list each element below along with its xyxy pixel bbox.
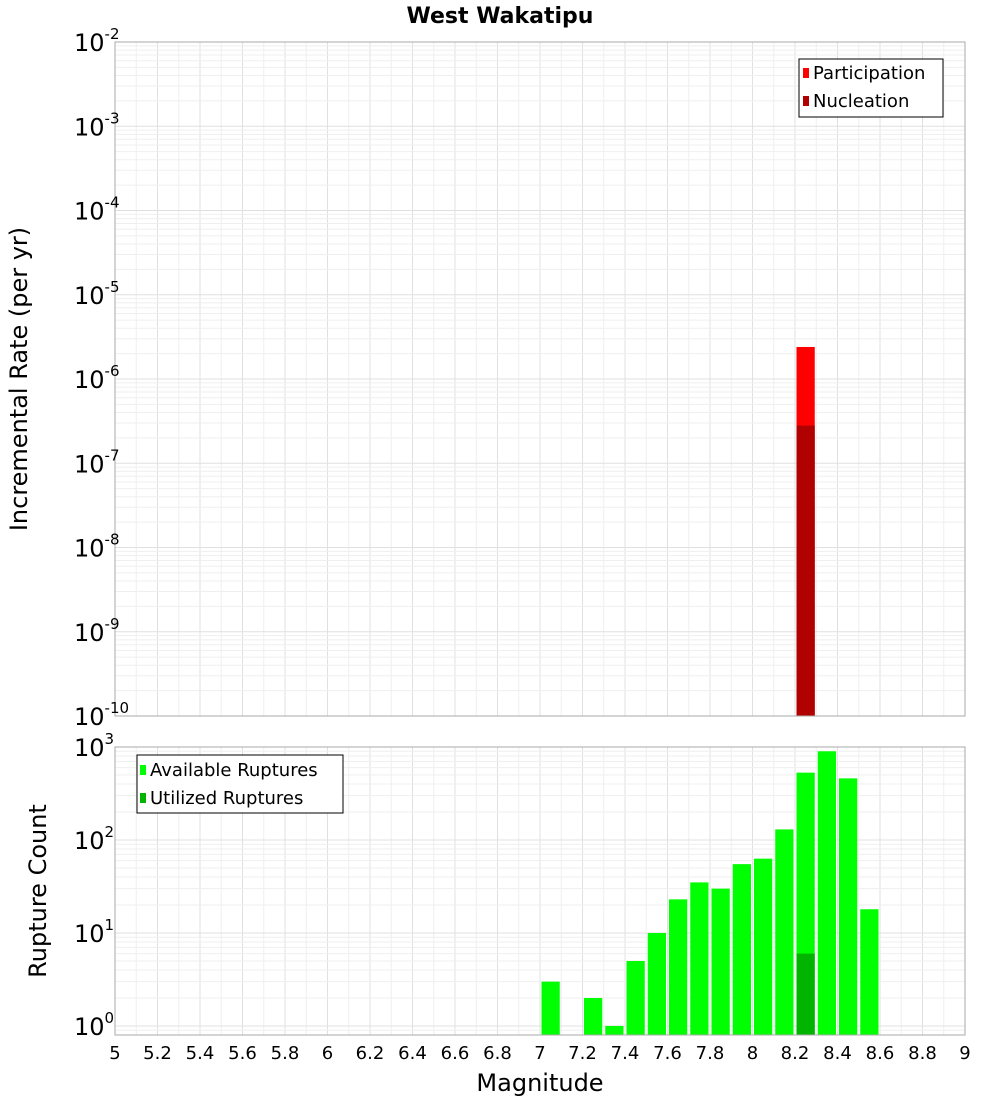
bottom-y-ticks: 103 102 101 100 xyxy=(74,730,114,1041)
x-ticks: 5 5.2 5.4 5.6 5.8 6 6.2 6.4 6.6 6.8 7 7.2 7.4 7.6 7.8 8… xyxy=(109,1043,970,1064)
x-tick-label: 7.6 xyxy=(653,1043,682,1064)
bar-available-ruptures xyxy=(754,858,773,1035)
y-tick-label: 10-4 xyxy=(74,194,120,226)
top-plot-border xyxy=(114,41,966,717)
x-tick-label: 7.8 xyxy=(696,1043,725,1064)
bar-available-ruptures xyxy=(839,778,858,1035)
bottom-y-axis-label: Rupture Count xyxy=(24,804,52,978)
chart-title: West Wakatipu xyxy=(407,4,594,29)
x-tick-label: 6.8 xyxy=(483,1043,512,1064)
bar-nucleation xyxy=(796,425,815,716)
bar-available-ruptures xyxy=(711,888,730,1035)
y-tick-label: 100 xyxy=(74,1009,114,1041)
top-y-axis-label: Incremental Rate (per yr) xyxy=(5,227,33,531)
x-tick-label: 8.2 xyxy=(781,1043,810,1064)
x-tick-label: 6.2 xyxy=(356,1043,385,1064)
legend-label-nucleation: Nucleation xyxy=(813,91,909,112)
x-tick-label: 6 xyxy=(322,1043,333,1064)
y-tick-label: 10-7 xyxy=(74,446,120,478)
legend-swatch-available xyxy=(140,765,146,775)
legend-swatch-participation xyxy=(803,68,809,78)
bar-available-ruptures xyxy=(605,1025,624,1035)
x-tick-label: 5.2 xyxy=(143,1043,172,1064)
y-tick-label: 102 xyxy=(74,823,114,855)
bar-available-ruptures xyxy=(584,997,603,1035)
bar-available-ruptures xyxy=(541,981,560,1035)
x-tick-label: 9 xyxy=(959,1043,970,1064)
top-legend: Participation Nucleation xyxy=(798,58,944,118)
y-tick-label: 10-5 xyxy=(74,278,120,310)
bottom-bars xyxy=(541,751,879,1035)
x-tick-label: 8.6 xyxy=(866,1043,895,1064)
legend-swatch-nucleation xyxy=(803,96,809,106)
bar-available-ruptures xyxy=(690,882,709,1035)
x-tick-label: 8.8 xyxy=(908,1043,937,1064)
x-tick-label: 7 xyxy=(534,1043,545,1064)
bar-available-ruptures xyxy=(669,899,688,1035)
y-tick-label: 10-6 xyxy=(74,362,120,394)
y-tick-label: 10-10 xyxy=(74,699,129,731)
bar-available-ruptures xyxy=(626,960,645,1035)
top-y-ticks: 10-2 10-3 10-4 10-5 10-6 10-7 10-8 10-9 10-10 xyxy=(74,25,129,731)
bar-available-ruptures xyxy=(860,909,879,1035)
y-tick-label: 103 xyxy=(74,730,114,762)
y-tick-label: 10-3 xyxy=(74,109,120,141)
y-tick-label: 10-9 xyxy=(74,615,120,647)
x-tick-label: 5.8 xyxy=(271,1043,300,1064)
x-tick-label: 5.4 xyxy=(186,1043,215,1064)
bottom-panel: 103 102 101 100 Rupture Count Available Rup… xyxy=(24,730,966,1041)
bottom-legend: Available Ruptures Utilized Ruptures xyxy=(136,754,344,814)
legend-label-utilized: Utilized Ruptures xyxy=(150,788,303,809)
x-axis-label: Magnitude xyxy=(476,1069,603,1097)
x-tick-label: 8 xyxy=(747,1043,758,1064)
top-legend-box xyxy=(798,58,944,118)
legend-swatch-utilized xyxy=(140,793,146,803)
legend-label-participation: Participation xyxy=(813,63,925,84)
bar-utilized-ruptures xyxy=(796,953,815,1035)
x-tick-label: 6.6 xyxy=(441,1043,470,1064)
x-tick-label: 7.4 xyxy=(611,1043,640,1064)
x-tick-label: 8.4 xyxy=(823,1043,852,1064)
top-grid xyxy=(114,41,966,717)
bottom-legend-box xyxy=(136,754,344,814)
x-tick-label: 7.2 xyxy=(568,1043,597,1064)
bar-available-ruptures xyxy=(817,751,836,1035)
bottom-plot-border xyxy=(114,746,966,1036)
legend-label-available: Available Ruptures xyxy=(150,760,318,781)
bar-available-ruptures xyxy=(775,829,794,1035)
x-tick-label: 5.6 xyxy=(228,1043,257,1064)
top-panel: 10-2 10-3 10-4 10-5 10-6 10-7 10-8 10-9 10-10 In… xyxy=(5,25,966,731)
bar-available-ruptures xyxy=(647,932,666,1035)
x-tick-label: 6.4 xyxy=(398,1043,427,1064)
y-tick-label: 10-8 xyxy=(74,531,120,563)
bar-available-ruptures xyxy=(732,864,751,1035)
y-tick-label: 10-2 xyxy=(74,25,120,57)
top-bars xyxy=(796,346,815,716)
y-tick-label: 101 xyxy=(74,916,114,948)
x-tick-label: 5 xyxy=(109,1043,120,1064)
